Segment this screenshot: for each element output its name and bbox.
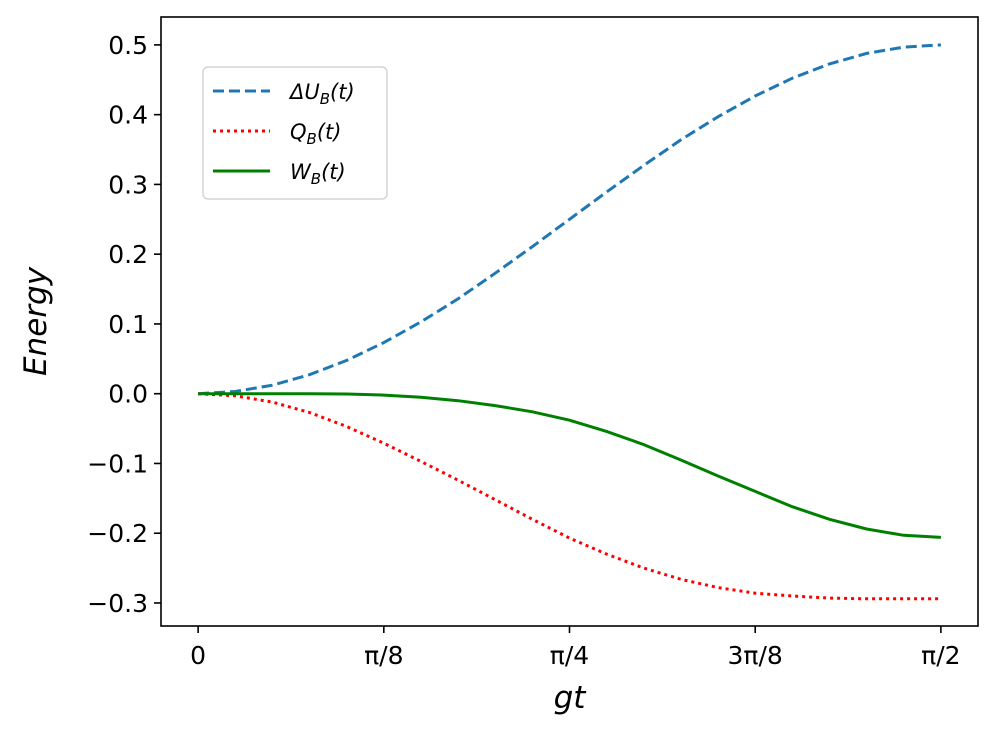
legend-label-2: QB(t) [290, 120, 341, 148]
y-axis-label: Energy [18, 266, 54, 376]
y-axis: 0.5 0.4 0.3 0.2 0.1 0.0 −0.1 −0.2 −0.3 [87, 31, 161, 618]
series-layer [198, 43, 941, 601]
series-line-1 [198, 43, 941, 396]
y-tick-label-5: 0.0 [108, 380, 148, 409]
y-tick-label-7: −0.2 [87, 519, 148, 548]
legend-label-3: WB(t) [290, 160, 346, 188]
y-tick-label-8: −0.3 [87, 589, 148, 618]
x-tick-label-1: π/8 [364, 641, 403, 670]
y-tick-label-6: −0.1 [87, 449, 148, 478]
series-line-2 [198, 392, 941, 601]
x-tick-label-4: π/2 [921, 641, 960, 670]
y-tick-label-4: 0.1 [108, 310, 148, 339]
series-line-3 [198, 392, 941, 539]
y-tick-label-3: 0.2 [108, 240, 148, 269]
y-tick-label-0: 0.5 [108, 31, 148, 60]
legend-label-1: ΔUB(t) [288, 80, 355, 108]
x-axis-label: gt [554, 680, 588, 716]
x-tick-label-2: π/4 [550, 641, 589, 670]
x-tick-label-0: 0 [190, 641, 206, 670]
x-axis: 0 π/8 π/4 3π/8 π/2 [190, 626, 961, 670]
x-tick-label-3: 3π/8 [728, 641, 783, 670]
legend-box [202, 66, 388, 200]
legend: ΔUB(t) QB(t) WB(t) [202, 66, 388, 200]
y-tick-label-2: 0.3 [108, 170, 148, 199]
y-tick-label-1: 0.4 [108, 101, 148, 130]
